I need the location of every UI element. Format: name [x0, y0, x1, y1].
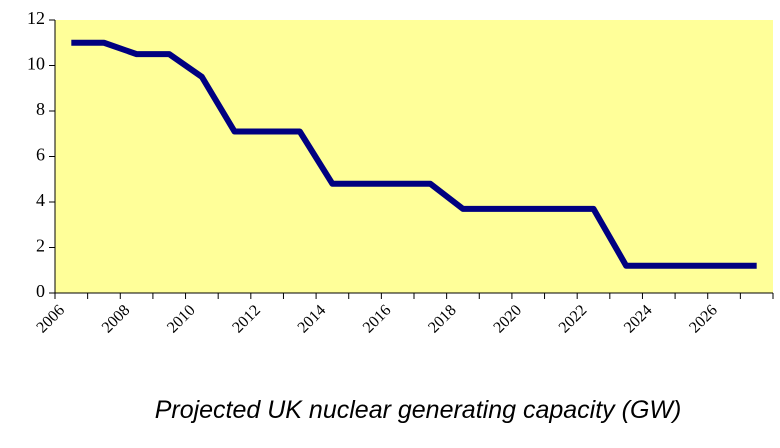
line	[71, 39, 757, 269]
x-tick-label: 2014	[295, 302, 330, 337]
y-tick-label: 0	[36, 281, 45, 301]
plot-area	[55, 20, 773, 293]
x-tick-label: 2018	[425, 302, 460, 337]
y-tick-label: 2	[36, 236, 45, 256]
x-tick-label: 2022	[556, 302, 591, 337]
x-tick-label: 2006	[33, 302, 68, 337]
x-tick-label: 2026	[686, 302, 721, 337]
chart-title: Projected UK nuclear generating capacity…	[155, 396, 682, 424]
y-tick-label: 8	[36, 99, 45, 119]
x-tick-label: 2012	[229, 302, 264, 337]
y-tick-label: 10	[27, 54, 45, 74]
x-tick-label: 2024	[621, 302, 656, 337]
x-tick-label: 2010	[164, 302, 199, 337]
y-tick-label: 6	[36, 145, 45, 165]
x-tick-label: 2016	[360, 302, 395, 337]
x-tick-label: 2008	[99, 302, 134, 337]
y-tick-label: 12	[27, 8, 45, 28]
y-tick-label: 4	[36, 190, 45, 210]
x-tick-label: 2020	[490, 302, 525, 337]
